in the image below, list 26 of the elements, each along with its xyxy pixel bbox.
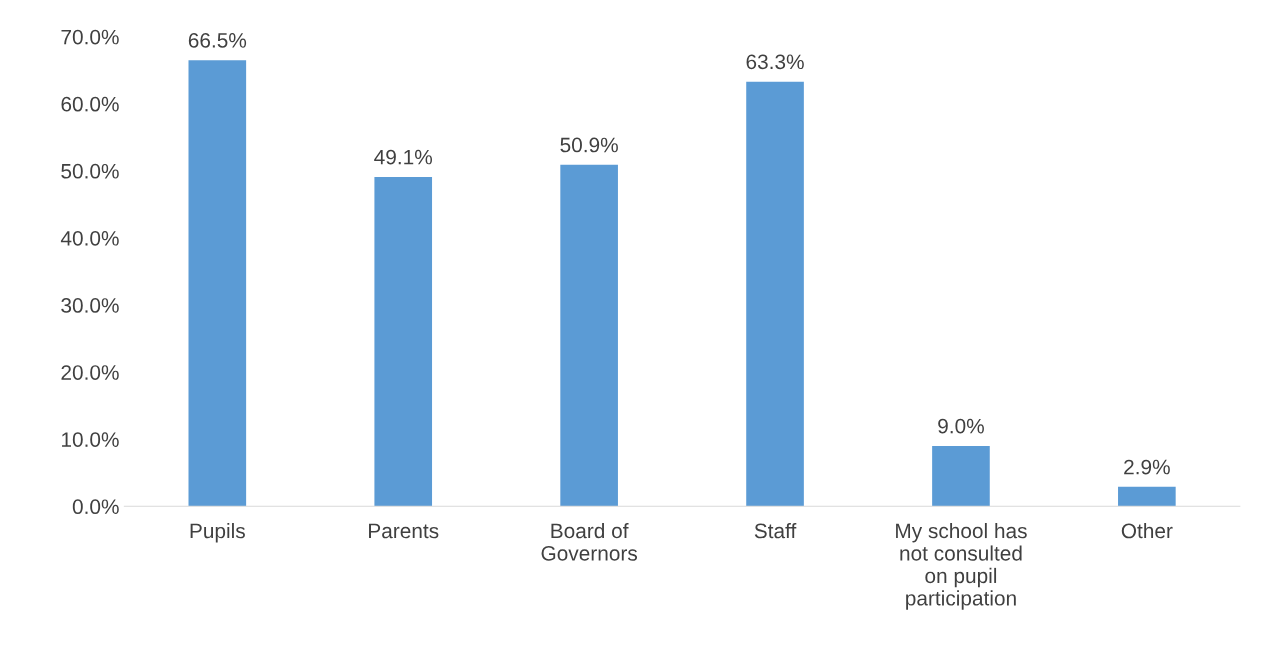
bar xyxy=(1118,486,1176,507)
bar xyxy=(188,60,247,507)
bar xyxy=(374,176,433,507)
x-tick-label: Staff xyxy=(754,523,797,539)
data-label: 49.1% xyxy=(374,149,433,165)
y-tick-label: 50.0% xyxy=(61,163,119,179)
bar xyxy=(746,81,804,507)
x-tick-label: Parents xyxy=(369,523,439,539)
y-tick-label: 60.0% xyxy=(61,96,119,112)
y-tick-label: 10.0% xyxy=(62,432,119,447)
data-label: 50.9% xyxy=(560,137,618,153)
y-tick-label: 30.0% xyxy=(61,298,119,313)
y-tick-label: 20.0% xyxy=(61,365,119,380)
bar xyxy=(932,445,990,507)
y-tick-label: 70.0% xyxy=(61,29,119,45)
x-tick-label: Other xyxy=(1121,522,1173,539)
x-tick-label: Board of Governors xyxy=(541,522,638,561)
data-label: 63.3% xyxy=(746,54,804,70)
data-label: 2.9% xyxy=(1124,459,1170,475)
bar xyxy=(560,164,618,507)
y-tick-label: 40.0% xyxy=(60,230,119,246)
x-tick-label: Pupils xyxy=(190,522,245,543)
x-tick-label: My school has not consulted on pupil participation xyxy=(896,522,1027,610)
data-label: 9.0% xyxy=(938,418,984,434)
data-label: 66.5% xyxy=(188,32,247,48)
y-tick-label: 0.0% xyxy=(72,499,119,515)
